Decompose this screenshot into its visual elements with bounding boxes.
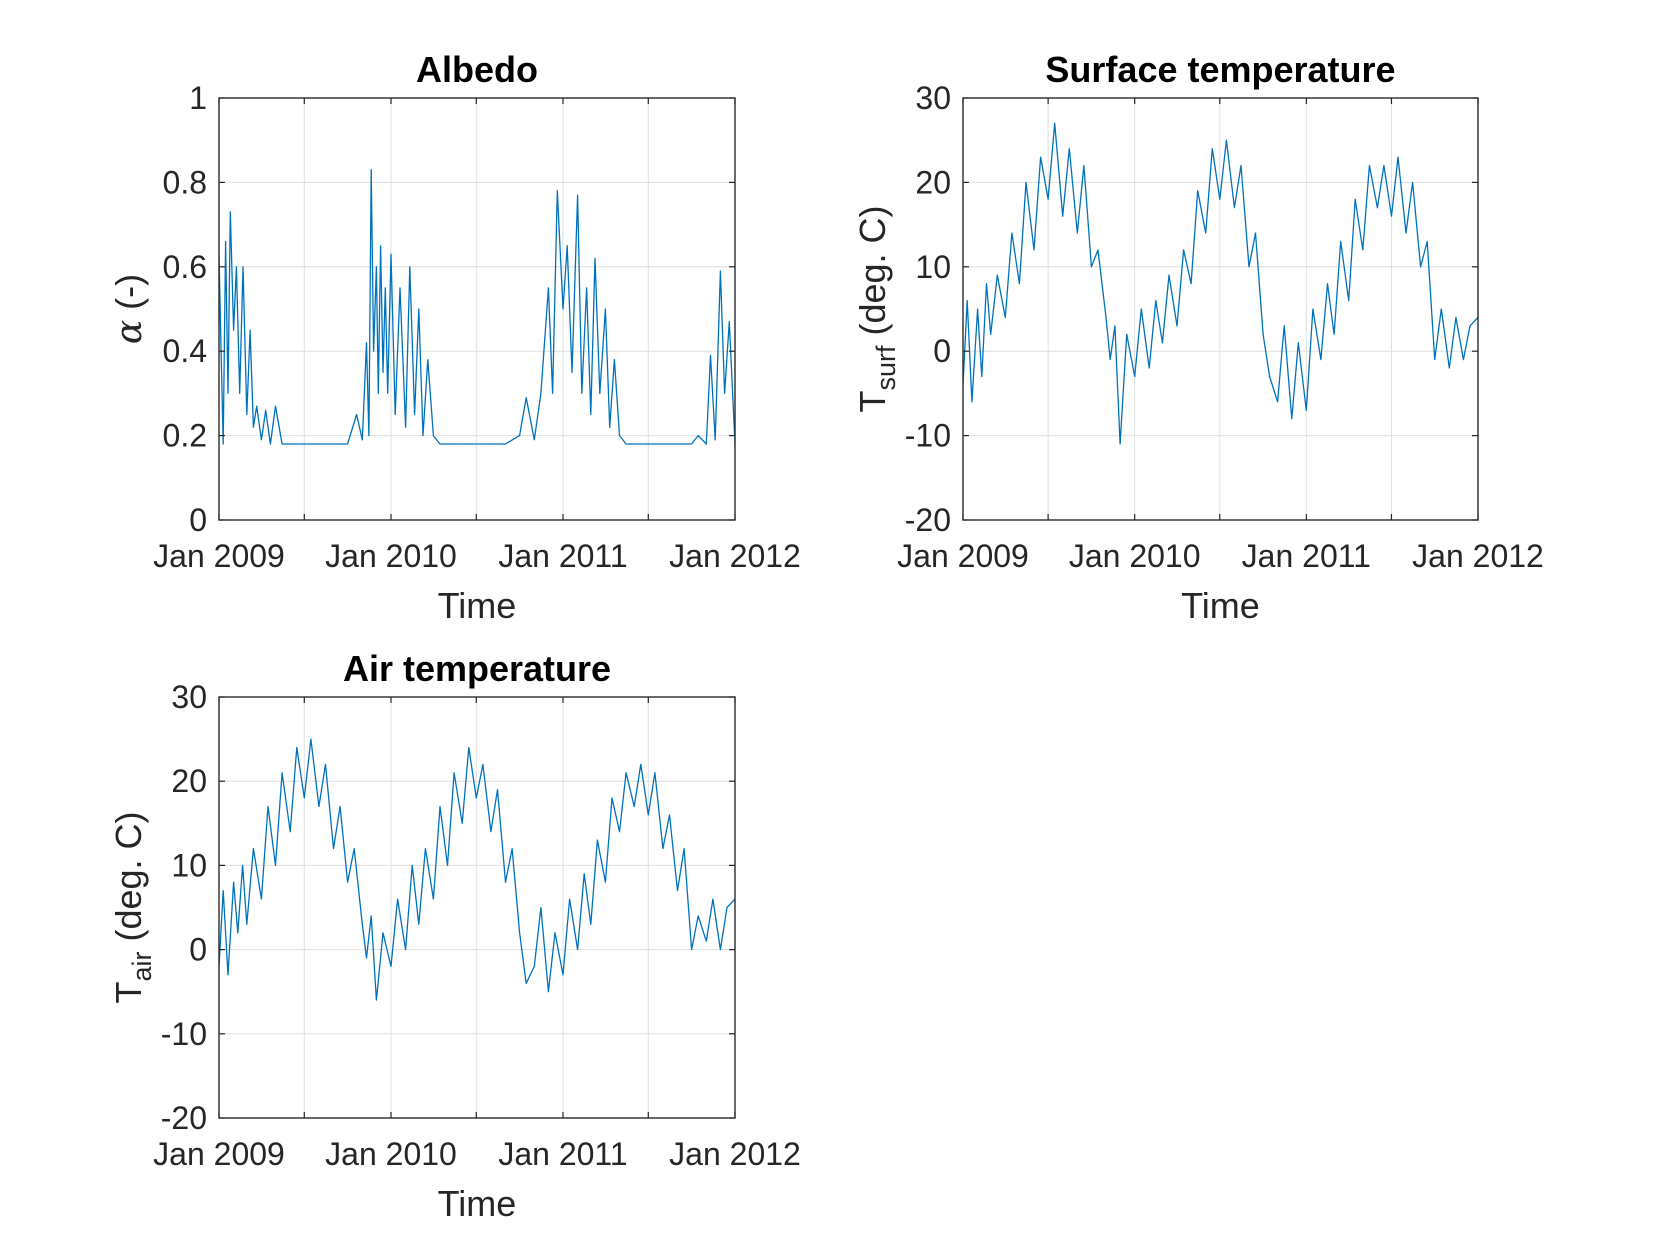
y-label-main: T	[108, 982, 149, 1004]
x-tick-label: Jan 2012	[669, 538, 801, 574]
y-tick-label: 30	[915, 80, 951, 116]
x-tick-label: Jan 2012	[669, 1136, 801, 1172]
y-axis-label: α (-)	[108, 274, 150, 344]
y-label-subscript: air	[127, 952, 157, 982]
subplot-1: 0 0.2 0.4 0.6 0.8 1 Jan 2009 Jan 2010 Jan 2011 Ja…	[108, 49, 801, 626]
y-tick-label: 0	[933, 333, 951, 369]
x-tick-label: Jan 2009	[153, 1136, 285, 1172]
y-tick-label: -20	[905, 502, 951, 538]
y-tick-label: 0.4	[163, 333, 207, 369]
chart-title: Albedo	[416, 49, 538, 90]
y-axis-label: Tair (deg. C)	[108, 811, 157, 1003]
chart-title: Air temperature	[343, 648, 611, 689]
series-line	[219, 169, 735, 445]
x-tick-label: Jan 2011	[498, 538, 627, 574]
y-tick-label: 0.8	[163, 164, 207, 200]
x-tick-label: Jan 2010	[325, 1136, 457, 1172]
y-tick-label: -20	[161, 1100, 207, 1136]
y-label-units: (-)	[108, 274, 149, 320]
y-tick-label: 0	[189, 932, 207, 968]
x-tick-label: Jan 2009	[897, 538, 1029, 574]
series-line	[963, 122, 1478, 445]
x-tick-label: Jan 2011	[1242, 538, 1371, 574]
x-tick-label: Jan 2010	[1069, 538, 1201, 574]
x-tick-label: Jan 2011	[498, 1136, 627, 1172]
axes-box	[218, 97, 736, 521]
y-label-units: (deg. C)	[852, 205, 893, 345]
y-label-symbol: α	[109, 320, 150, 344]
series-line	[219, 738, 735, 1001]
axes-box	[218, 696, 736, 1119]
y-tick-label: 0.2	[163, 418, 207, 454]
x-axis-label: Time	[438, 585, 517, 626]
y-tick-label: 20	[171, 763, 207, 799]
x-axis-label: Time	[1181, 585, 1260, 626]
y-tick-label: 20	[915, 164, 951, 200]
y-label-units: (deg. C)	[108, 811, 149, 951]
x-tick-label: Jan 2010	[325, 538, 457, 574]
y-tick-label: 1	[189, 80, 207, 116]
x-tick-label: Jan 2009	[153, 538, 285, 574]
plot-area	[218, 696, 736, 1119]
plot-area	[218, 97, 736, 521]
plot-area	[962, 97, 1479, 521]
y-tick-label: 30	[171, 679, 207, 715]
y-tick-label: 10	[915, 249, 951, 285]
subplot-2: -20 -10 0 10 20 30 Jan 2009 Jan 2010 Jan 2011 Jan…	[852, 49, 1544, 626]
y-tick-label: -10	[905, 418, 951, 454]
y-tick-label: 0	[189, 502, 207, 538]
y-label-subscript: surf	[871, 345, 901, 391]
chart-title: Surface temperature	[1045, 49, 1395, 90]
x-tick-label: Jan 2012	[1412, 538, 1544, 574]
x-axis-label: Time	[438, 1183, 517, 1224]
y-label-main: T	[852, 391, 893, 413]
y-tick-label: -10	[161, 1016, 207, 1052]
subplot-3: -20 -10 0 10 20 30 Jan 2009 Jan 2010 Jan 2011 Jan…	[108, 648, 801, 1224]
y-axis-label: Tsurf (deg. C)	[852, 205, 901, 412]
y-tick-label: 10	[171, 847, 207, 883]
y-tick-label: 0.6	[163, 249, 207, 285]
axes-box	[962, 97, 1479, 521]
